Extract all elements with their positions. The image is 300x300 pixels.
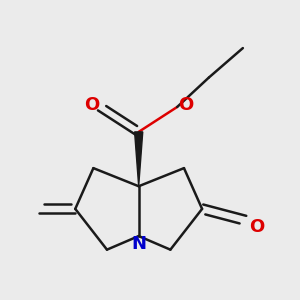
Text: O: O — [84, 96, 100, 114]
Polygon shape — [135, 132, 143, 186]
Text: O: O — [249, 218, 264, 236]
Text: N: N — [131, 235, 146, 253]
Text: O: O — [178, 96, 193, 114]
